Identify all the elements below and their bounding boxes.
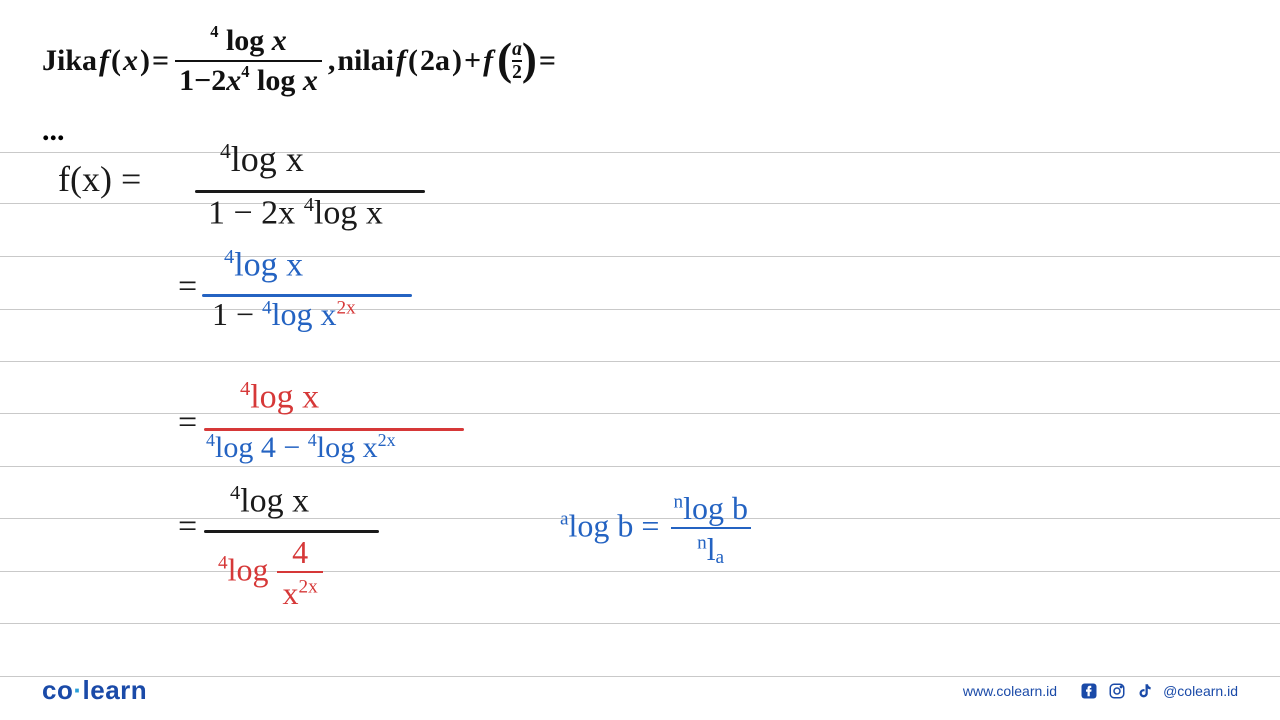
- handwork-den3: 4log 4 − 4log x2x: [206, 430, 396, 465]
- small-fraction: a2: [512, 40, 522, 83]
- text-jika: Jika: [42, 44, 97, 78]
- big-paren-open: (: [497, 34, 512, 84]
- handwork-den1: 1 − 2x 4log x: [208, 194, 383, 232]
- text-nilai: nilai: [337, 44, 394, 78]
- fraction-main: 4 log x 1−2x4 log x: [175, 24, 322, 98]
- handwork-den2: 1 − 4log x2x: [212, 296, 356, 333]
- facebook-icon: [1079, 681, 1099, 701]
- big-paren-close: ): [522, 34, 537, 84]
- f2: f: [396, 44, 406, 78]
- instagram-icon: [1107, 681, 1127, 701]
- open-paren: (: [111, 44, 121, 78]
- handwork-num3: 4log x: [240, 378, 319, 416]
- handwork-eq2: =: [178, 268, 197, 306]
- logo: co·learn: [42, 675, 147, 706]
- ellipsis: ...: [42, 114, 1238, 148]
- social-icons: @colearn.id: [1079, 681, 1238, 701]
- tiktok-icon: [1135, 681, 1155, 701]
- handwork-bar1: [195, 190, 425, 193]
- fraction-numerator: 4 log x: [206, 24, 291, 58]
- f: f: [99, 44, 109, 78]
- x: x: [123, 44, 138, 78]
- equals: =: [152, 44, 169, 78]
- footer-handle: @colearn.id: [1163, 683, 1238, 699]
- handwork-eq4: =: [178, 508, 197, 546]
- footer: co·learn www.colearn.id @colearn.id: [0, 675, 1280, 706]
- close-paren: ): [140, 44, 150, 78]
- handwork-bar4: [204, 530, 379, 533]
- comma: ,: [328, 44, 336, 78]
- fraction-denominator: 1−2x4 log x: [175, 64, 322, 98]
- handwork-num4: 4log x: [230, 482, 309, 520]
- handwork-num2: 4log x: [224, 246, 303, 284]
- handwork-den4: 4log 4 x2x: [218, 534, 324, 612]
- footer-url: www.colearn.id: [963, 683, 1057, 699]
- problem-statement: Jika f ( x ) = 4 log x 1−2x4 log x , nil…: [42, 24, 1238, 98]
- handwork-identity: alog b = nlog b nlₐ: [560, 490, 754, 568]
- handwork-eq3: =: [178, 404, 197, 442]
